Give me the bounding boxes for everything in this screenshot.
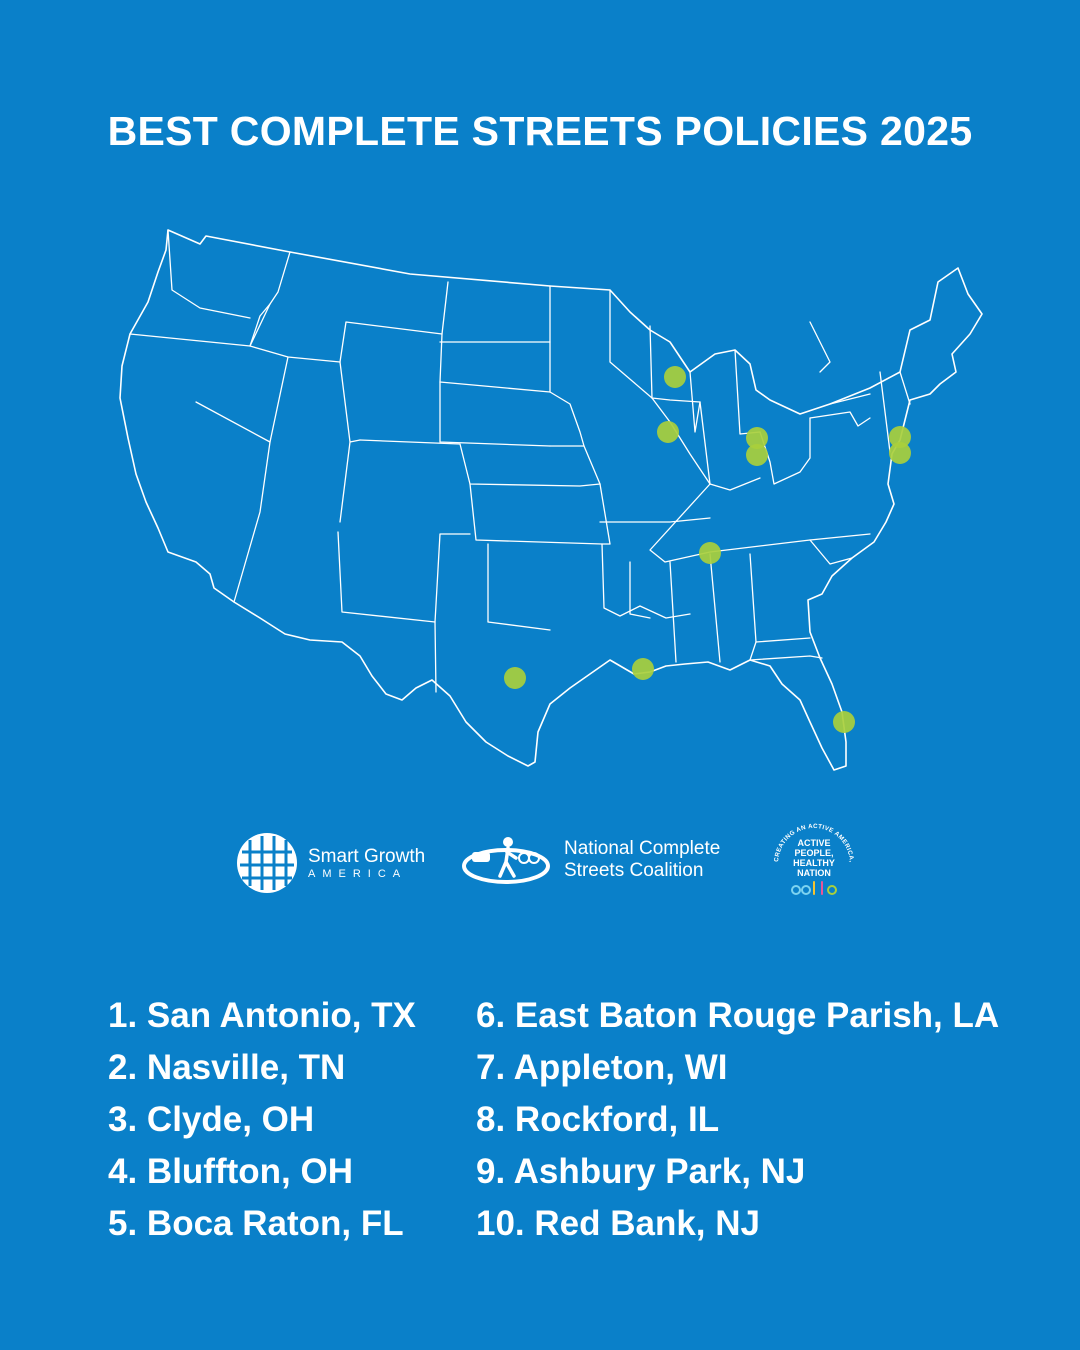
aphn-line3: HEALTHY (793, 858, 835, 868)
sga-grid-logo (237, 833, 297, 893)
city-marker (699, 542, 721, 564)
ranking-item: 1. San Antonio, TX (108, 996, 416, 1035)
rankings-right: 6. East Baton Rouge Parish, LA 7. Applet… (476, 990, 999, 1250)
us-outline (119, 229, 983, 771)
aphn-line2: PEOPLE, (794, 848, 833, 858)
aphn-line4: NATION (797, 868, 831, 878)
ncsc-line1: National Complete (564, 838, 721, 859)
ranking-item: 9. Ashbury Park, NJ (476, 1152, 806, 1191)
partner-logos: Smart Growth AMERICA National Complete S… (0, 820, 1080, 910)
city-marker (504, 667, 526, 689)
ranking-item: 4. Bluffton, OH (108, 1152, 353, 1191)
city-marker (889, 442, 911, 464)
ranking-item: 7. Appleton, WI (476, 1048, 728, 1087)
city-marker (833, 711, 855, 733)
us-map (110, 222, 990, 782)
ranking-item: 2. Nasville, TN (108, 1048, 346, 1087)
city-marker (632, 658, 654, 680)
ncsc-line2: Streets Coalition (564, 860, 704, 881)
us-states-outline-map (119, 229, 983, 771)
ranking-item: 3. Clyde, OH (108, 1100, 315, 1139)
sga-sub: AMERICA (308, 868, 408, 880)
city-marker (746, 427, 768, 449)
ncsc-pedestrian-logo (462, 837, 550, 884)
ncsc-logo: National Complete Streets Coalition (462, 834, 720, 886)
city-marker (746, 444, 768, 466)
page-title: BEST COMPLETE STREETS POLICIES 2025 (107, 108, 973, 154)
ranking-item: 8. Rockford, IL (476, 1100, 720, 1139)
aphn-seal-logo: CREATING AN ACTIVE AMERICA, TOGETHER ACT… (766, 820, 855, 895)
city-marker (657, 421, 679, 443)
sga-name: Smart Growth (308, 846, 426, 867)
smart-growth-america-logo: Smart Growth AMERICA (236, 832, 425, 894)
aphn-line1: ACTIVE (797, 838, 830, 848)
city-marker (664, 366, 686, 388)
city-marker (889, 426, 911, 448)
ranking-item: 10. Red Bank, NJ (476, 1204, 760, 1243)
rankings-left: 1. San Antonio, TX 2. Nasville, TN 3. Cl… (108, 990, 416, 1250)
ranking-item: 6. East Baton Rouge Parish, LA (476, 996, 1000, 1035)
ranking-item: 5. Boca Raton, FL (108, 1204, 404, 1243)
state-borders (129, 229, 911, 693)
city-markers (504, 366, 911, 733)
aphn-logo: CREATING AN ACTIVE AMERICA, TOGETHER ACT… (766, 820, 862, 902)
